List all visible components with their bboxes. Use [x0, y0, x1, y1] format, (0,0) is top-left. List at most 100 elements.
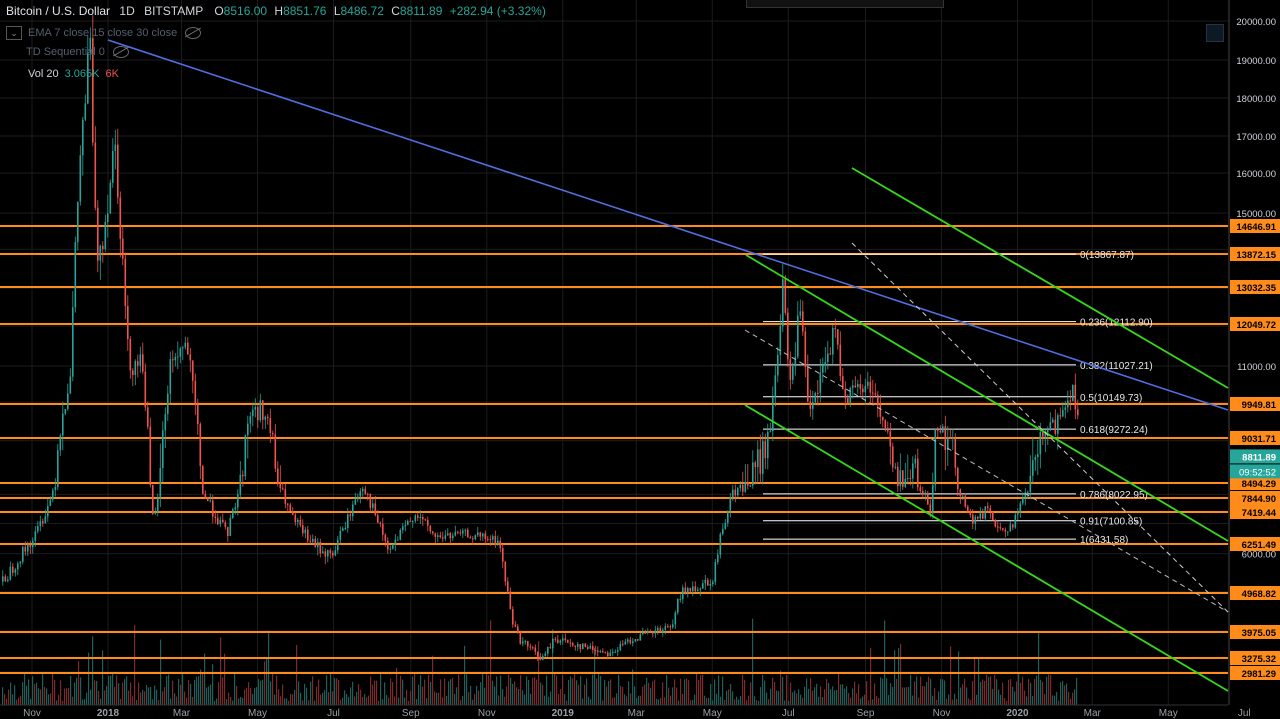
candle-body: [819, 372, 822, 394]
candle-body: [914, 458, 917, 464]
volume-bar: [722, 676, 724, 705]
volume-bar: [76, 677, 78, 705]
volume-bar: [324, 690, 326, 705]
volume-bar: [146, 685, 148, 705]
hidden-eye-icon[interactable]: [185, 27, 202, 39]
volume-bar: [662, 682, 664, 705]
horizontal-levels: [0, 225, 1228, 674]
volume-bar: [548, 696, 550, 705]
volume-bar: [582, 698, 584, 705]
candle-body: [424, 519, 427, 521]
volume-bar: [40, 689, 42, 705]
volume-bar: [984, 680, 986, 705]
volume-bar: [704, 695, 706, 705]
volume-bar: [10, 682, 12, 705]
volume-bar: [694, 694, 696, 705]
volume-bar: [752, 618, 754, 705]
candle-body: [194, 380, 197, 405]
collapse-indicators-button[interactable]: ⌄: [6, 26, 22, 40]
volume-bar: [498, 695, 500, 705]
volume-bar: [310, 681, 312, 705]
candle-body: [467, 529, 469, 538]
indicator-ema[interactable]: ⌄ EMA 7 close 15 close 30 close: [6, 26, 202, 40]
volume-bar: [44, 687, 46, 705]
volume-bar: [600, 675, 602, 705]
candle-body: [567, 640, 569, 643]
settings-toggle-button[interactable]: [1206, 24, 1224, 42]
candle-body: [149, 426, 152, 486]
volume-bar: [292, 694, 294, 705]
volume-bar: [340, 699, 342, 705]
volume-bar: [782, 676, 784, 705]
candle-body: [254, 407, 257, 410]
candle-body: [874, 393, 877, 395]
candle-body: [512, 609, 514, 625]
time-tick-label: Mar: [1084, 708, 1102, 719]
volume-bar: [754, 696, 756, 705]
candle-body: [992, 511, 994, 521]
volume-bar: [362, 696, 364, 705]
volume-bar: [186, 697, 188, 705]
volume-ma-value: 6K: [105, 68, 119, 80]
volume-bar: [108, 675, 110, 705]
candle-body: [917, 458, 919, 488]
volume-bar: [80, 677, 82, 705]
candle-body: [549, 647, 552, 649]
candle-body: [309, 540, 312, 542]
candle-body: [17, 563, 19, 570]
volume-bar: [898, 648, 900, 705]
volume-bar: [992, 688, 994, 705]
volume-bar: [50, 693, 52, 705]
volume-bar: [650, 687, 652, 705]
volume-bar: [46, 688, 48, 705]
volume-bar: [858, 684, 860, 705]
candle-body: [434, 533, 437, 538]
candle-body: [312, 538, 314, 542]
candle-body: [454, 531, 457, 536]
candle-body: [749, 485, 752, 487]
volume-legend[interactable]: Vol 20 3.065K 6K: [28, 68, 119, 80]
price-tick-label: 19000.00: [1236, 56, 1276, 67]
volume-bar: [756, 700, 758, 705]
volume-bar: [214, 700, 216, 705]
volume-bar: [412, 676, 414, 705]
volume-bar: [272, 673, 274, 705]
candle-body: [769, 431, 772, 433]
volume-bar: [660, 697, 662, 705]
price-tick-label: 15000.00: [1236, 209, 1276, 220]
candle-body: [469, 537, 472, 539]
volume-bar: [884, 620, 886, 705]
candle-body: [662, 629, 664, 633]
candle-body: [1029, 475, 1032, 492]
candle-body: [212, 500, 214, 517]
candle-body: [307, 529, 309, 541]
close-value: 8811.89: [399, 4, 443, 18]
change-value: +282.94 (+3.32%): [449, 4, 546, 18]
candle-body: [294, 514, 297, 523]
candle-body: [987, 506, 989, 508]
candle-body: [1069, 400, 1072, 402]
candle-body: [652, 632, 654, 634]
candle-body: [707, 579, 709, 586]
candle-body: [959, 489, 962, 497]
candle-body: [409, 521, 412, 523]
volume-bar: [312, 676, 314, 705]
candle-body: [1004, 529, 1007, 532]
candle-body: [977, 516, 979, 519]
volume-bar: [1002, 682, 1004, 705]
candle-body: [719, 533, 722, 555]
top-toolbar-handle[interactable]: [746, 0, 944, 8]
indicator-td[interactable]: TD Sequential 0: [26, 46, 129, 58]
volume-bar: [532, 678, 534, 705]
volume-bar: [922, 686, 924, 705]
volume-bar: [668, 687, 670, 705]
hidden-eye-icon[interactable]: [112, 46, 129, 58]
candle-body: [814, 392, 817, 403]
candle-body: [747, 481, 749, 486]
volume-bar: [982, 679, 984, 705]
volume-bar: [102, 650, 104, 705]
volume-bar: [806, 678, 808, 705]
volume-bar: [380, 673, 382, 705]
candle-body: [797, 315, 799, 357]
